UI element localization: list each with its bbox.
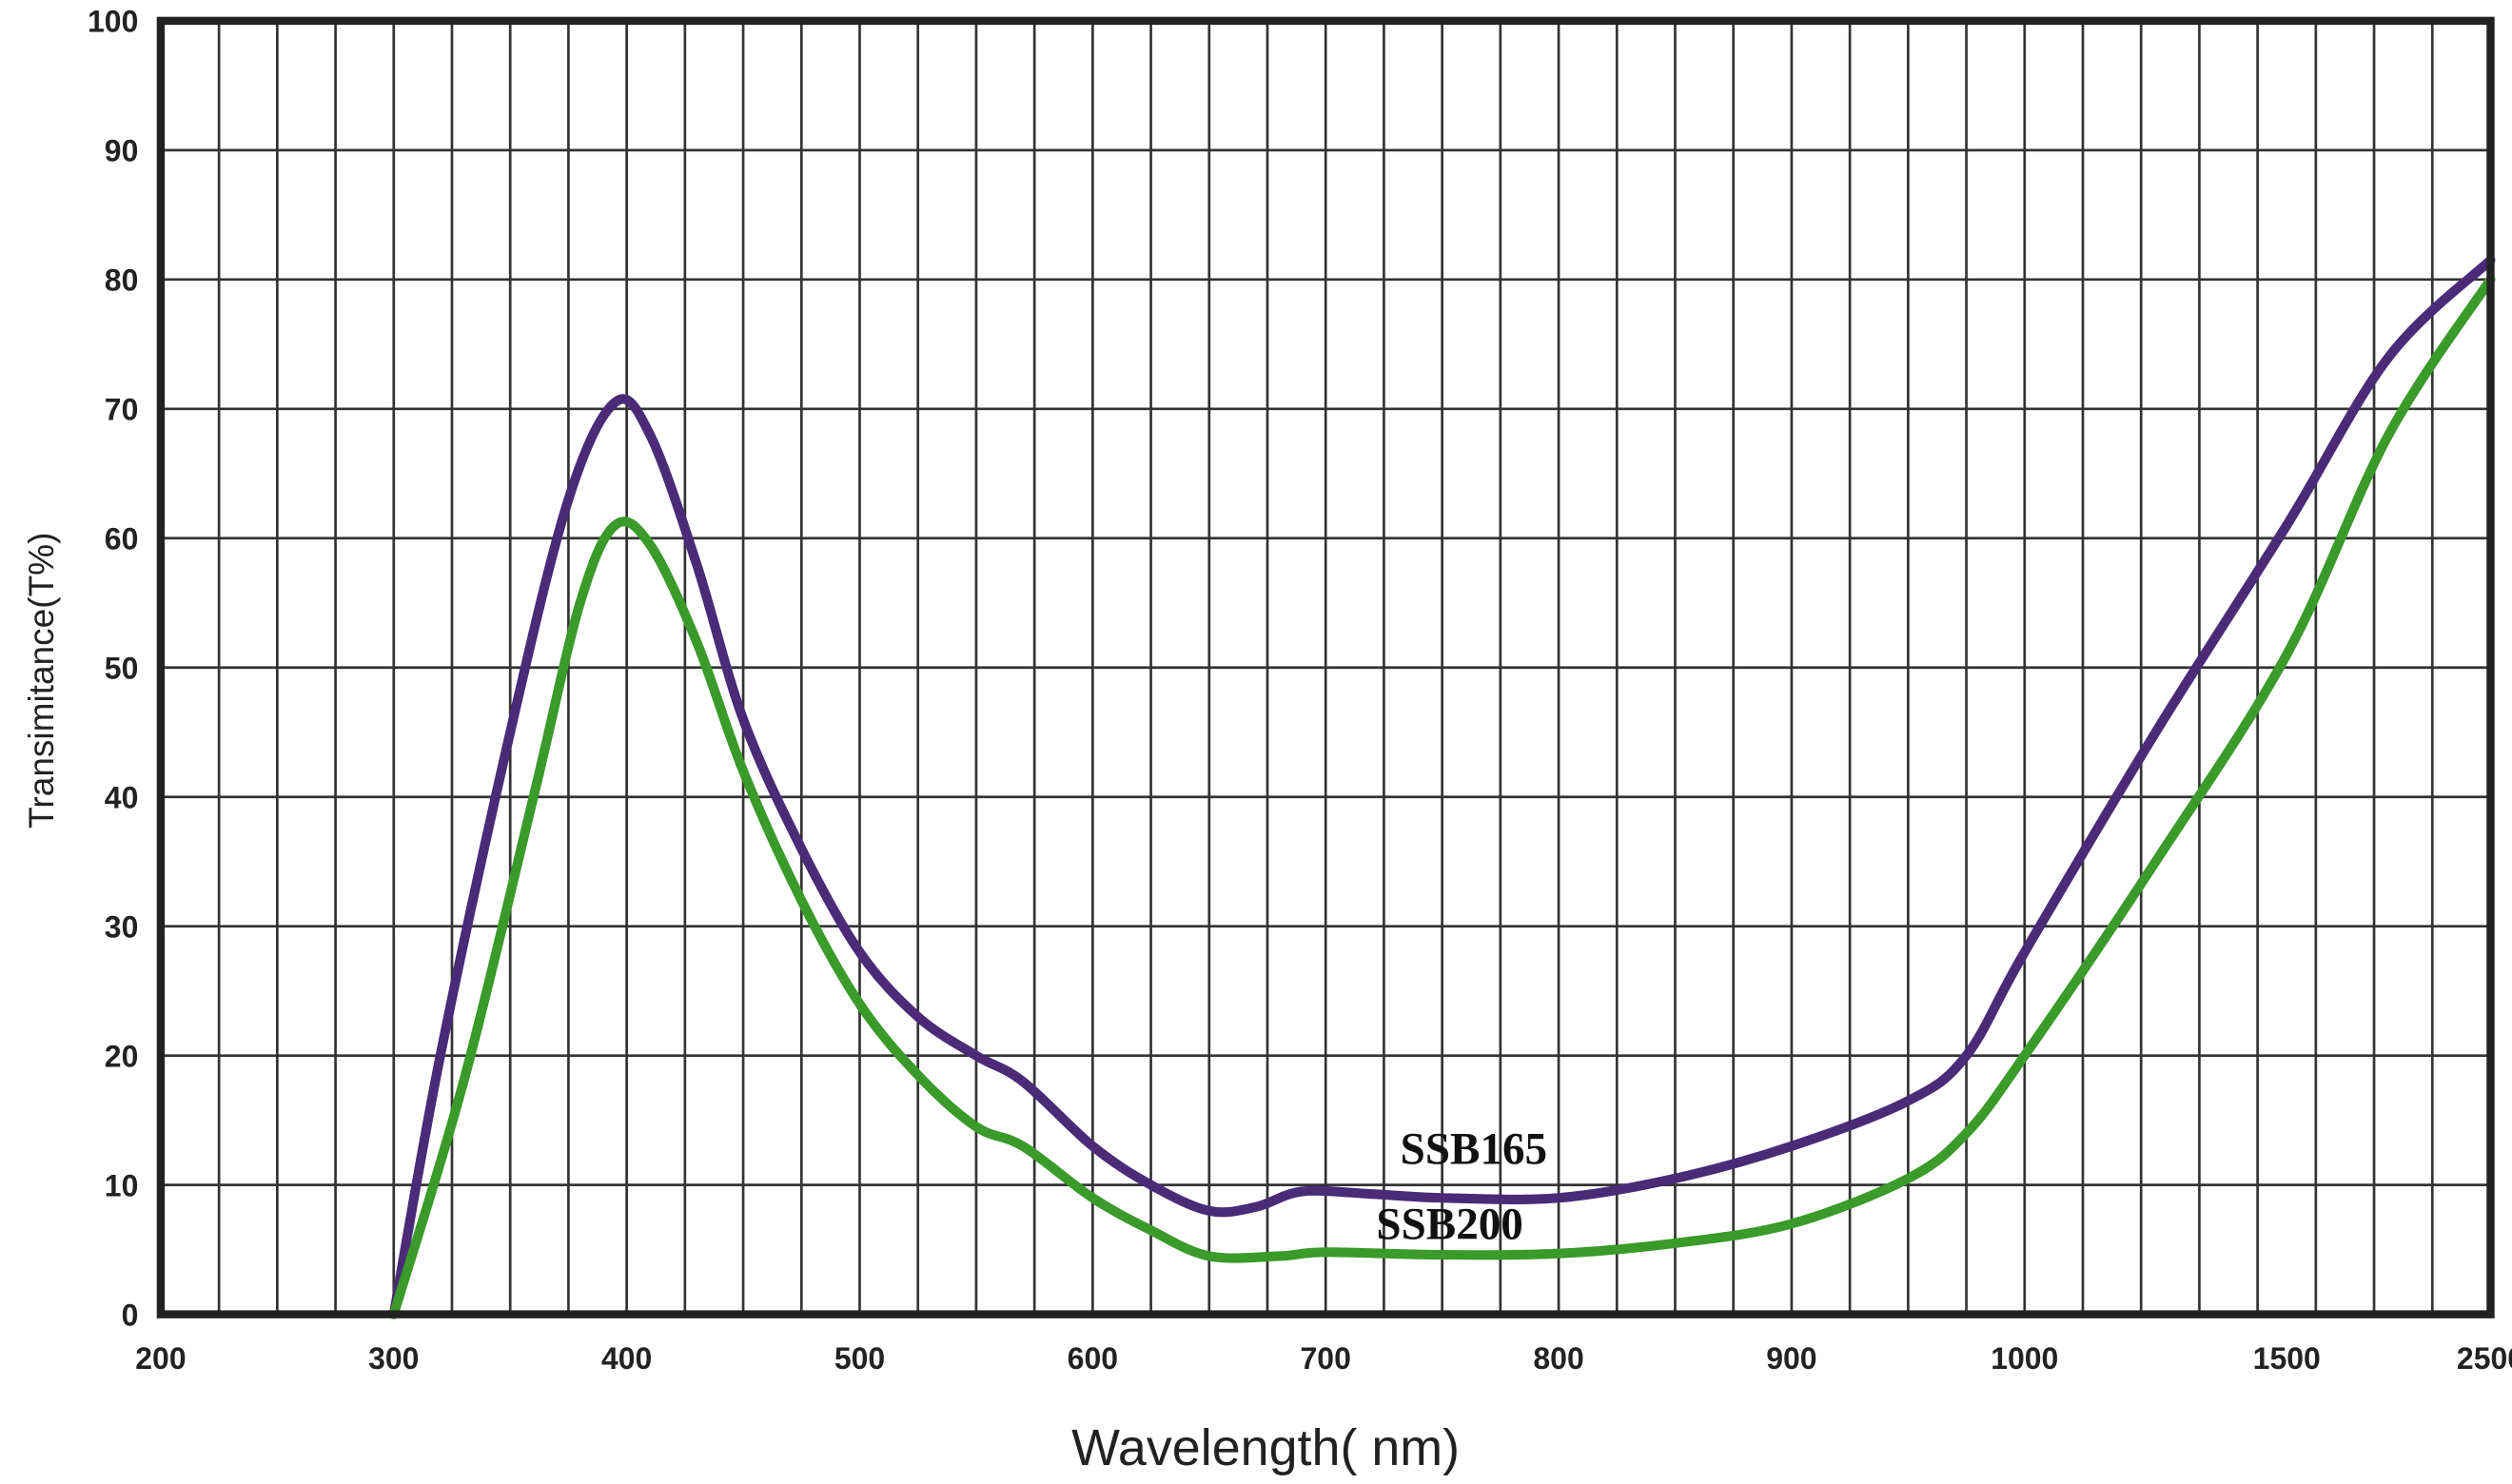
plot-frame — [156, 16, 2495, 1318]
x-tick-label: 1000 — [1991, 1341, 2058, 1376]
y-tick-label: 0 — [122, 1298, 139, 1332]
x-tick-label: 300 — [368, 1341, 419, 1376]
x-tick-label: 500 — [834, 1341, 885, 1376]
y-tick-label: 100 — [88, 5, 138, 39]
x-tick-label: 700 — [1301, 1341, 1351, 1376]
y-tick-label: 60 — [105, 522, 139, 556]
series-label-ssb200: SSB200 — [1376, 1201, 1523, 1250]
y-axis-label: Transimitance(T%) — [21, 533, 61, 829]
y-tick-label: 70 — [105, 393, 139, 427]
grid — [160, 19, 2491, 1316]
y-tick-label: 40 — [105, 781, 139, 815]
x-tick-label: 900 — [1766, 1341, 1816, 1376]
series-label-ssb165: SSB165 — [1401, 1124, 1548, 1174]
series-line-ssb165 — [388, 255, 2496, 1319]
y-tick-label: 50 — [105, 652, 139, 686]
series-line-ssb200 — [388, 274, 2496, 1319]
x-tick-label: 200 — [135, 1341, 186, 1376]
x-axis-label: Wavelength( nm) — [1071, 1419, 1460, 1476]
y-tick-label: 10 — [105, 1168, 139, 1202]
x-tick-label: 800 — [1533, 1341, 1583, 1376]
x-tick-label: 400 — [601, 1341, 652, 1376]
y-tick-label: 30 — [105, 909, 139, 944]
series-lines — [388, 255, 2496, 1319]
y-tick-label: 80 — [105, 264, 139, 298]
x-tick-label: 1500 — [2253, 1341, 2321, 1376]
y-tick-label: 90 — [105, 134, 139, 168]
x-tick-label: 600 — [1068, 1341, 1118, 1376]
y-tick-labels: 0 10 20 30 40 50 60 70 80 90 100 — [88, 5, 138, 1333]
y-tick-label: 20 — [105, 1039, 139, 1073]
